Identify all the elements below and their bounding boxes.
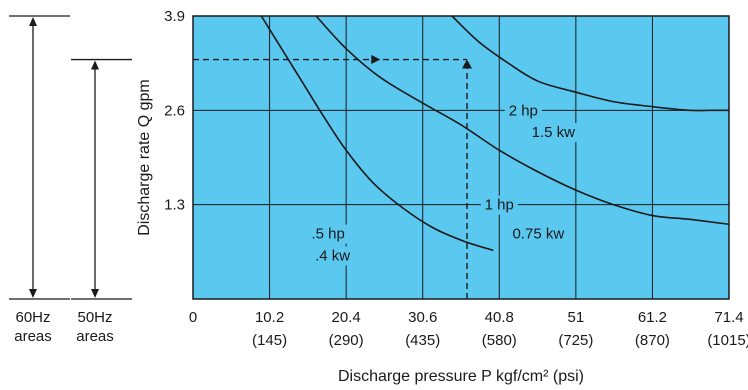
curve-label-background: [527, 123, 580, 143]
x-tick-psi-label: (1015): [707, 332, 748, 349]
x-tick-psi-label: (725): [558, 332, 593, 349]
x-tick-label: 61.2: [638, 309, 667, 326]
arrow-right-icon: [371, 55, 381, 65]
frequency-sublabel: areas: [14, 328, 52, 345]
curve-label-background: [311, 246, 355, 266]
x-tick-label: 71.4: [714, 309, 743, 326]
x-tick-label: 51: [568, 309, 585, 326]
curve-label-background: [508, 224, 569, 244]
x-tick-label: 10.2: [255, 309, 284, 326]
y-axis-label: Discharge rate Q gpm: [136, 79, 153, 236]
arrow-down-icon: [91, 289, 99, 298]
x-tick-label: 40.8: [485, 309, 514, 326]
x-tick-psi-label: (870): [635, 332, 670, 349]
frequency-area-bars: 60Hz areas 50Hz areas: [9, 15, 132, 345]
x-tick-psi-label: (435): [405, 332, 440, 349]
reading-guide: [193, 55, 473, 299]
x-tick-psi-label: (290): [329, 332, 364, 349]
frequency-sublabel: areas: [76, 328, 114, 345]
x-axis-label: Discharge pressure P kgf/cm² (psi): [338, 368, 584, 385]
x-tick-psi-label: (580): [482, 332, 517, 349]
curve-label: 0.75 kw: [512, 226, 564, 243]
plot-frame: [192, 15, 730, 300]
series-line-1: [315, 15, 730, 226]
x-tick-label: 0: [189, 309, 197, 326]
arrow-up-icon: [29, 17, 37, 26]
performance-curves: [260, 15, 730, 252]
curve-label: .4 kw: [315, 247, 350, 264]
x-axis-ticks: 0 10.2 (145) 20.4 (290) 30.6 (435) 40.8 (580) 51 (…: [189, 309, 748, 349]
x-tick-psi-label: (145): [252, 332, 287, 349]
y-tick-label: 1.3: [164, 197, 185, 214]
x-tick-label: 20.4: [332, 309, 361, 326]
arrow-down-icon: [29, 289, 37, 298]
series-line-0: [260, 15, 494, 252]
curve-label-background: [480, 195, 518, 215]
curve-label: .5 hp: [311, 226, 344, 243]
arrow-up-icon: [462, 59, 473, 69]
curve-label-background: [307, 224, 349, 244]
curve-annotations: 2 hp 1.5 kw 1 hp 0.75 kw .5 hp .4 kw: [307, 101, 580, 266]
frequency-label: 60Hz: [15, 309, 50, 326]
plot-area: [193, 16, 729, 299]
curve-label: 1.5 kw: [532, 124, 576, 141]
y-axis-ticks: 1.3 2.6 3.9: [164, 8, 185, 214]
y-tick-label: 2.6: [164, 102, 185, 119]
curve-label-background: [504, 101, 542, 121]
x-tick-label: 30.6: [408, 309, 437, 326]
y-tick-label: 3.9: [164, 8, 185, 25]
curve-label: 2 hp: [509, 102, 538, 119]
grid-lines: [193, 16, 729, 299]
curve-label: 1 hp: [485, 197, 514, 214]
arrow-up-icon: [91, 60, 99, 70]
series-line-2: [451, 15, 729, 112]
frequency-label: 50Hz: [77, 309, 112, 326]
